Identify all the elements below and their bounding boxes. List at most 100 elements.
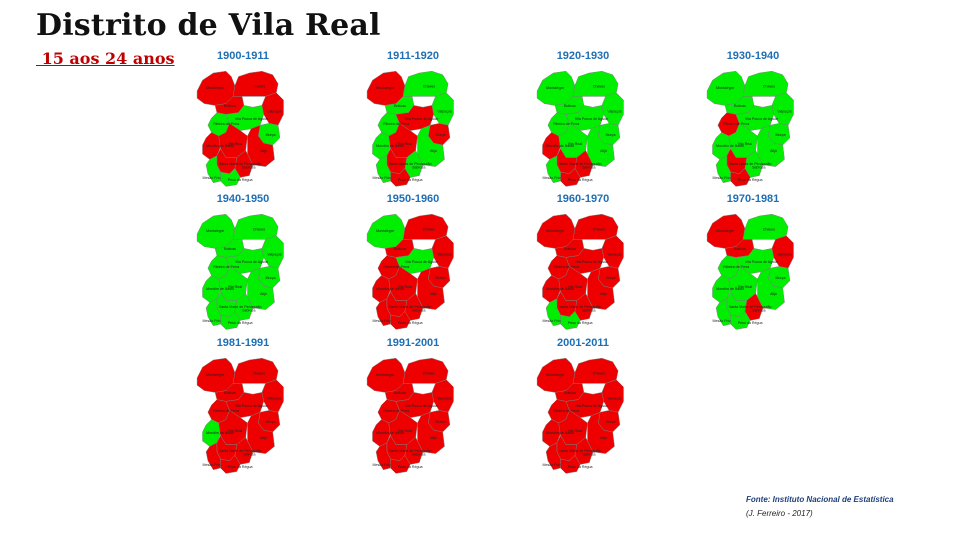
municipality-area	[715, 298, 731, 327]
municipality-label: Vila Real	[738, 142, 753, 146]
municipality-label: Boticas	[394, 104, 406, 108]
municipality-label: Montalegre	[206, 86, 224, 90]
municipality-label: Mondim de Basto	[546, 287, 574, 291]
municipality-label: Mondim de Basto	[716, 287, 744, 291]
municipality-label: Alijó	[260, 292, 267, 296]
municipality-label: Sabrosa	[412, 452, 425, 456]
municipality-area	[545, 442, 561, 471]
municipality-label: Valpaços	[267, 397, 282, 401]
municipality-label: Chaves	[423, 371, 435, 375]
municipality-label: Valpaços	[437, 397, 452, 401]
municipality-label: Vila Pouca de Aguiar	[575, 260, 609, 264]
municipality-label: Peso da Régua	[228, 178, 253, 182]
municipality-area	[560, 168, 581, 187]
municipality-label: Chaves	[423, 84, 435, 88]
district-map: Montalegre Chaves Boticas Valpaços Ribeira d…	[366, 213, 454, 330]
municipality-label: Vila Real	[398, 429, 413, 433]
municipality-label: Peso da Régua	[228, 465, 253, 469]
municipality-label: Boticas	[564, 391, 576, 395]
municipality-label: Santa Marta de Penaguião	[219, 449, 262, 453]
municipality-label: Mesão Frio	[373, 463, 391, 467]
municipality-label: Chaves	[253, 84, 265, 88]
municipality-label: Santa Marta de Penaguião	[389, 305, 432, 309]
map-period-label: 1970-1981	[726, 193, 780, 205]
map-period-label: 2001-2011	[557, 337, 609, 349]
municipality-label: Valpaços	[437, 253, 452, 257]
municipality-label: Alijó	[600, 436, 607, 440]
municipality-label: Valpaços	[607, 397, 622, 401]
municipality-label: Alijó	[260, 149, 267, 153]
municipality-label: Ribeira de Pena	[383, 122, 409, 126]
map-panel: 1981-1991 Montalegre Chaves Boticas Valpaços…	[178, 337, 308, 477]
municipality-label: Peso da Régua	[398, 178, 423, 182]
map-panel: 1950-1960 Montalegre Chaves Boticas Valpaços…	[348, 193, 478, 333]
district-map: Montalegre Chaves Boticas Valpaços Ribeira d…	[706, 70, 794, 187]
municipality-area	[390, 168, 411, 187]
municipality-label: Montalegre	[546, 373, 564, 377]
map-period-label: 1981-1991	[216, 337, 270, 349]
municipality-label: Mesão Frio	[203, 176, 221, 180]
source-note: Fonte: Instituto Nacional de Estatística	[746, 495, 894, 504]
map-period-label: 1991-2001	[386, 337, 440, 349]
municipality-label: Alijó	[260, 436, 267, 440]
map-panel: 1991-2001 Montalegre Chaves Boticas Valpaços…	[348, 337, 478, 477]
municipality-label: Mesão Frio	[373, 319, 391, 323]
map-period-label: 1930-1940	[726, 50, 780, 62]
municipality-area	[390, 311, 411, 330]
municipality-label: Vila Pouca de Aguiar	[235, 117, 269, 121]
municipality-label: Boticas	[394, 391, 406, 395]
municipality-label: Vila Real	[568, 429, 583, 433]
district-map: Montalegre Chaves Boticas Valpaços Ribeira d…	[706, 213, 794, 330]
municipality-label: Murça	[606, 420, 616, 424]
page-title: Distrito de Vila Real	[36, 8, 381, 43]
map-panel: 1940-1950 Montalegre Chaves Boticas Valpaços…	[178, 193, 308, 333]
municipality-label: Vila Pouca de Aguiar	[235, 260, 269, 264]
municipality-label: Ribeira de Pena	[553, 265, 579, 269]
municipality-area	[205, 155, 221, 184]
municipality-label: Vila Pouca de Aguiar	[745, 117, 779, 121]
municipality-label: Murça	[436, 420, 446, 424]
municipality-label: Alijó	[430, 149, 437, 153]
municipality-label: Boticas	[564, 104, 576, 108]
municipality-label: Sabrosa	[582, 165, 595, 169]
municipality-label: Vila Real	[568, 285, 583, 289]
municipality-label: Alijó	[430, 436, 437, 440]
municipality-label: Mondim de Basto	[376, 431, 404, 435]
page-subtitle: 15 aos 24 anos	[36, 49, 175, 68]
municipality-label: Chaves	[763, 227, 775, 231]
municipality-label: Peso da Régua	[568, 465, 593, 469]
municipality-area	[220, 311, 241, 330]
municipality-area	[220, 455, 241, 474]
municipality-label: Boticas	[734, 104, 746, 108]
municipality-area	[205, 298, 221, 327]
municipality-label: Ribeira de Pena	[723, 122, 749, 126]
map-period-label: 1900-1911	[217, 50, 269, 62]
municipality-label: Santa Marta de Penaguião	[559, 305, 602, 309]
municipality-label: Murça	[606, 133, 616, 137]
municipality-area	[205, 442, 221, 471]
municipality-label: Boticas	[224, 247, 236, 251]
municipality-label: Chaves	[593, 84, 605, 88]
municipality-label: Vila Pouca de Aguiar	[745, 260, 779, 264]
municipality-area	[375, 155, 391, 184]
municipality-label: Ribeira de Pena	[213, 265, 239, 269]
municipality-label: Murça	[776, 276, 786, 280]
map-panel: 1920-1930 Montalegre Chaves Boticas Valpaços…	[518, 50, 648, 190]
map-panel: 2001-2011 Montalegre Chaves Boticas Valpaços…	[518, 337, 648, 477]
author-note: (J. Ferreiro - 2017)	[746, 509, 813, 518]
district-map: Montalegre Chaves Boticas Valpaços Ribeira d…	[536, 70, 624, 187]
municipality-label: Ribeira de Pena	[383, 409, 409, 413]
municipality-label: Peso da Régua	[568, 178, 593, 182]
municipality-label: Montalegre	[716, 229, 734, 233]
municipality-area	[730, 168, 751, 187]
municipality-label: Mondim de Basto	[546, 431, 574, 435]
municipality-area	[730, 311, 751, 330]
municipality-label: Montalegre	[716, 86, 734, 90]
municipality-label: Boticas	[734, 247, 746, 251]
municipality-label: Montalegre	[206, 229, 224, 233]
municipality-label: Ribeira de Pena	[213, 409, 239, 413]
map-panel: 1911-1920 Montalegre Chaves Boticas Valpaços…	[348, 50, 478, 190]
district-map: Montalegre Chaves Boticas Valpaços Ribeira d…	[196, 357, 284, 474]
municipality-label: Vila Real	[738, 285, 753, 289]
municipality-label: Peso da Régua	[568, 321, 593, 325]
